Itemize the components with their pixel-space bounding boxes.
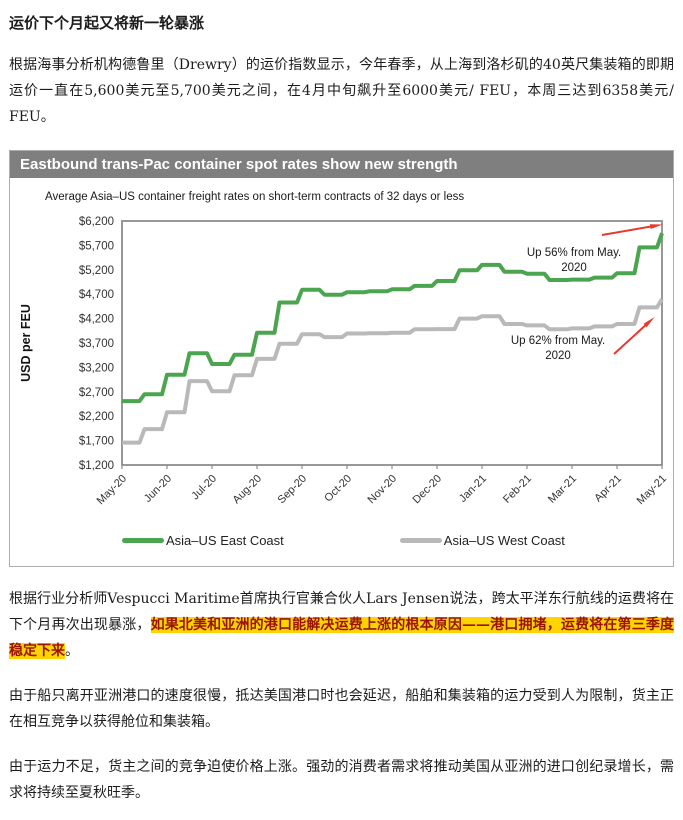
annotation-text: 2020 (545, 350, 571, 362)
chart-figure: Eastbound trans-Pac container spot rates… (9, 150, 674, 567)
y-tick-label: $3,200 (79, 362, 114, 374)
y-tick-label: $2,700 (79, 387, 114, 399)
paragraph-analyst: 根据行业分析师Vespucci Maritime首席执行官兼合伙人Lars Je… (9, 586, 675, 664)
annotation-arrowhead (649, 224, 663, 229)
paragraph-intro: 根据海事分析机构德鲁里（Drewry）的运价指数显示，今年春季，从上海到洛杉矶的… (9, 57, 674, 125)
chart-svg: $6,200 $5,700 $5,200 $4,700 $4,200 $3,700 $3,2… (19, 216, 669, 507)
x-tick-label: May-20 (95, 473, 129, 507)
y-tick-label: $6,200 (79, 216, 114, 228)
annotation-text: Up 62% from May. (511, 335, 605, 347)
x-tick-label: Jul-20 (189, 473, 219, 503)
series-line (122, 232, 664, 404)
series-line (122, 298, 664, 445)
y-axis-title: USD per FEU (19, 304, 33, 382)
legend-swatch (122, 538, 164, 543)
x-tick-label: May-21 (635, 473, 669, 507)
y-tick-label: $3,700 (79, 338, 114, 350)
legend-swatch (399, 538, 442, 543)
y-tick-label: $2,200 (79, 411, 114, 423)
annotation-arrow (601, 225, 655, 236)
x-tick-label: Sep-20 (276, 473, 310, 507)
y-tick-label: $4,200 (79, 314, 114, 326)
legend-entry: Asia–US West Coast (399, 533, 565, 548)
y-tick-label: $5,700 (79, 240, 114, 252)
x-tick-label: Dec-20 (411, 473, 445, 507)
paragraph-ports: 由于船只离开亚洲港口的速度很慢，抵达美国港口时也会延迟，船舶和集装箱的运力受到人… (9, 688, 674, 730)
paragraph-demand: 由于运力不足，货主之间的竞争迫使价格上涨。强劲的消费者需求将推动美国从亚洲的进口… (9, 759, 674, 801)
paragraph-analyst-lead: 根据行业分析师Vespucci Maritime首席执行官兼合伙人Lars Je… (9, 591, 674, 633)
y-tick-label: $1,200 (79, 460, 114, 472)
chart-subtitle: Average Asia–US container freight rates … (45, 191, 465, 203)
annotation-text: 2020 (561, 262, 587, 274)
x-tick-label: Oct-20 (322, 473, 354, 505)
page-title: 运价下个月起又将新一轮暴涨 (9, 14, 205, 32)
x-tick-label: Feb-21 (501, 473, 534, 506)
chart-title-banner: Eastbound trans-Pac container spot rates… (10, 151, 673, 178)
y-tick-label: $4,700 (79, 289, 114, 301)
y-tick-label: $5,200 (79, 265, 114, 277)
x-tick-label: Nov-20 (366, 473, 400, 507)
annotation-arrowhead (643, 316, 655, 328)
legend-label: Asia–US West Coast (443, 533, 565, 548)
legend-entry: Asia–US East Coast (122, 533, 284, 548)
x-tick-label: Aug-20 (231, 473, 265, 507)
x-tick-label: Mar-21 (546, 473, 579, 506)
legend-label: Asia–US East Coast (166, 533, 284, 548)
annotation-text: Up 56% from May. (527, 247, 621, 259)
x-tick-label: Apr-21 (592, 473, 624, 505)
x-tick-label: Jan-21 (457, 473, 489, 505)
chart-legend: Asia–US East Coast Asia–US West Coast (10, 525, 673, 566)
x-tick-label: Jun-20 (142, 473, 174, 505)
paragraph-analyst-tail: 。 (65, 643, 79, 659)
y-tick-label: $1,700 (79, 436, 114, 448)
annotation-arrow (613, 322, 649, 355)
